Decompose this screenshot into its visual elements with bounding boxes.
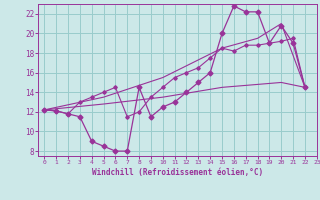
X-axis label: Windchill (Refroidissement éolien,°C): Windchill (Refroidissement éolien,°C) xyxy=(92,168,263,177)
